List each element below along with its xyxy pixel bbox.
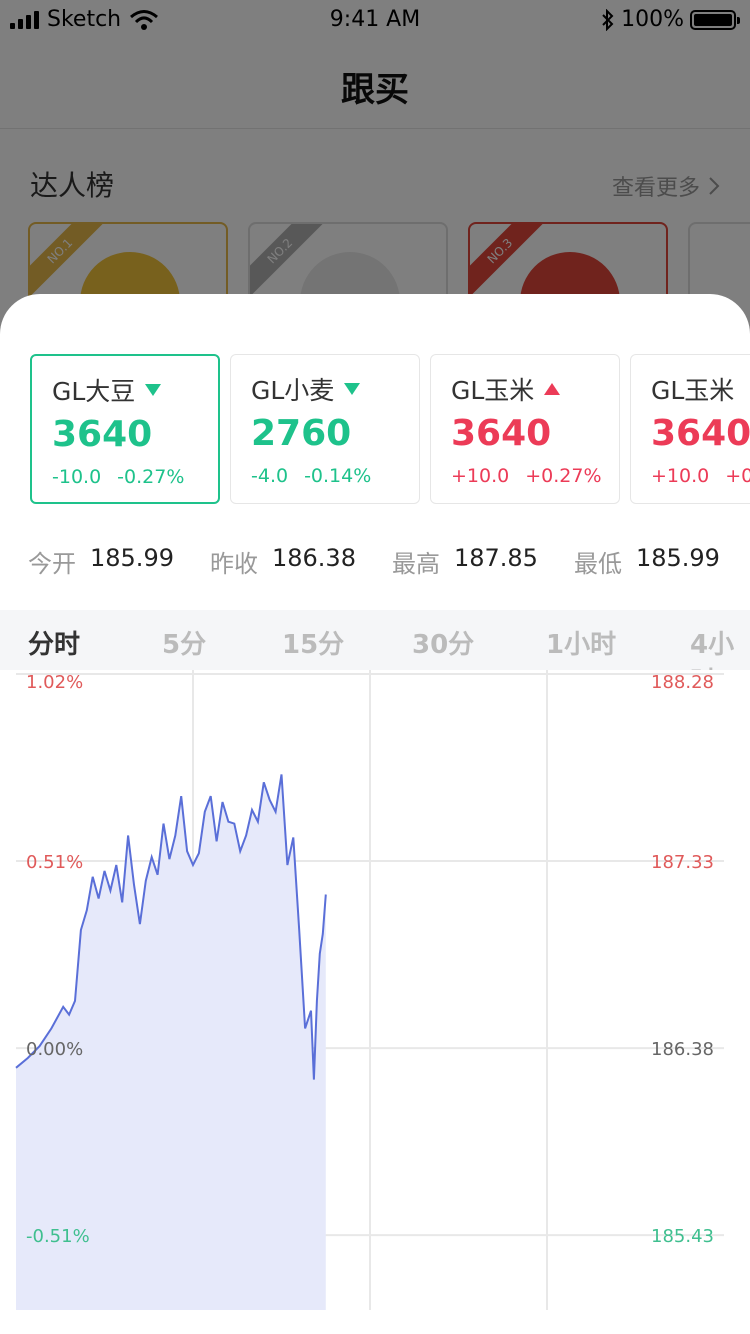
- high-label: 最高: [391, 550, 440, 578]
- quote-change: +10.0: [451, 465, 510, 487]
- low-value: 185.99: [635, 544, 720, 572]
- right-axis-label: 185.43: [651, 1226, 714, 1247]
- left-axis-label: 0.51%: [26, 852, 83, 873]
- tab-1hour[interactable]: 1小时: [546, 630, 617, 660]
- right-axis-label: 188.28: [651, 672, 714, 693]
- quote-change-pct: -0.27%: [117, 466, 185, 488]
- quote-card-corn[interactable]: GL玉米 3640 +10.0 +0.27%: [430, 354, 620, 504]
- prev-close-value: 186.38: [271, 544, 356, 572]
- quote-name: GL大豆: [52, 377, 136, 406]
- right-axis-label: 187.33: [651, 852, 714, 873]
- intraday-chart-svg: 1.02% 188.28 0.51% 187.33 0.00% 186.38 -0.51% 1…: [15, 670, 724, 1310]
- price-stats: 今开 185.99 昨收 186.38 最高 187.85 最低 185.99: [28, 544, 720, 579]
- quote-name: GL玉米: [451, 376, 535, 405]
- intraday-chart[interactable]: 1.02% 188.28 0.51% 187.33 0.00% 186.38 -0.51% 1…: [0, 670, 750, 1314]
- quote-price: 2760: [251, 413, 352, 454]
- tab-intraday[interactable]: 分时: [28, 630, 81, 660]
- quote-price: 3640: [52, 414, 153, 455]
- quote-card-soybean[interactable]: GL大豆 3640 -10.0 -0.27%: [30, 354, 220, 504]
- price-line: [15, 774, 327, 1080]
- quote-sheet: GL大豆 3640 -10.0 -0.27% GL小麦 2760 -4.0 -0…: [0, 294, 750, 1334]
- down-arrow-icon: [145, 384, 162, 396]
- low-label: 最低: [573, 550, 622, 578]
- open-label: 今开: [28, 550, 76, 578]
- quote-change: +10.0: [651, 465, 710, 487]
- down-arrow-icon: [344, 383, 361, 395]
- tab-5min[interactable]: 5分: [162, 630, 207, 660]
- tab-30min[interactable]: 30分: [412, 630, 475, 660]
- open-value: 185.99: [90, 544, 174, 572]
- high-value: 187.85: [453, 544, 538, 572]
- quote-name: GL小麦: [251, 376, 335, 405]
- quote-card-corn-2[interactable]: GL玉米 3640 +10.0 +0.27%: [630, 354, 750, 504]
- tab-15min[interactable]: 15分: [282, 630, 345, 660]
- quote-change-pct: +0.27%: [725, 465, 750, 487]
- left-axis-label: 0.00%: [26, 1039, 83, 1060]
- price-area: [16, 774, 326, 1310]
- timeframe-tabs: 分时 5分 15分 30分 1小时 4小时: [0, 610, 750, 697]
- quote-card-wheat[interactable]: GL小麦 2760 -4.0 -0.14%: [230, 354, 420, 504]
- right-axis-label: 186.38: [651, 1039, 714, 1060]
- quote-change-pct: +0.27%: [525, 465, 602, 487]
- quote-change: -4.0: [251, 465, 289, 487]
- prev-close-label: 昨收: [209, 550, 258, 578]
- left-axis-label: 1.02%: [26, 672, 83, 693]
- quote-name: GL玉米: [651, 376, 735, 405]
- up-arrow-icon: [544, 383, 561, 395]
- quote-change-pct: -0.14%: [304, 465, 372, 487]
- quote-price: 3640: [451, 413, 552, 454]
- quote-change: -10.0: [52, 466, 102, 488]
- quote-price: 3640: [651, 413, 750, 454]
- left-axis-label: -0.51%: [26, 1226, 90, 1247]
- quote-cards[interactable]: GL大豆 3640 -10.0 -0.27% GL小麦 2760 -4.0 -0…: [30, 354, 750, 504]
